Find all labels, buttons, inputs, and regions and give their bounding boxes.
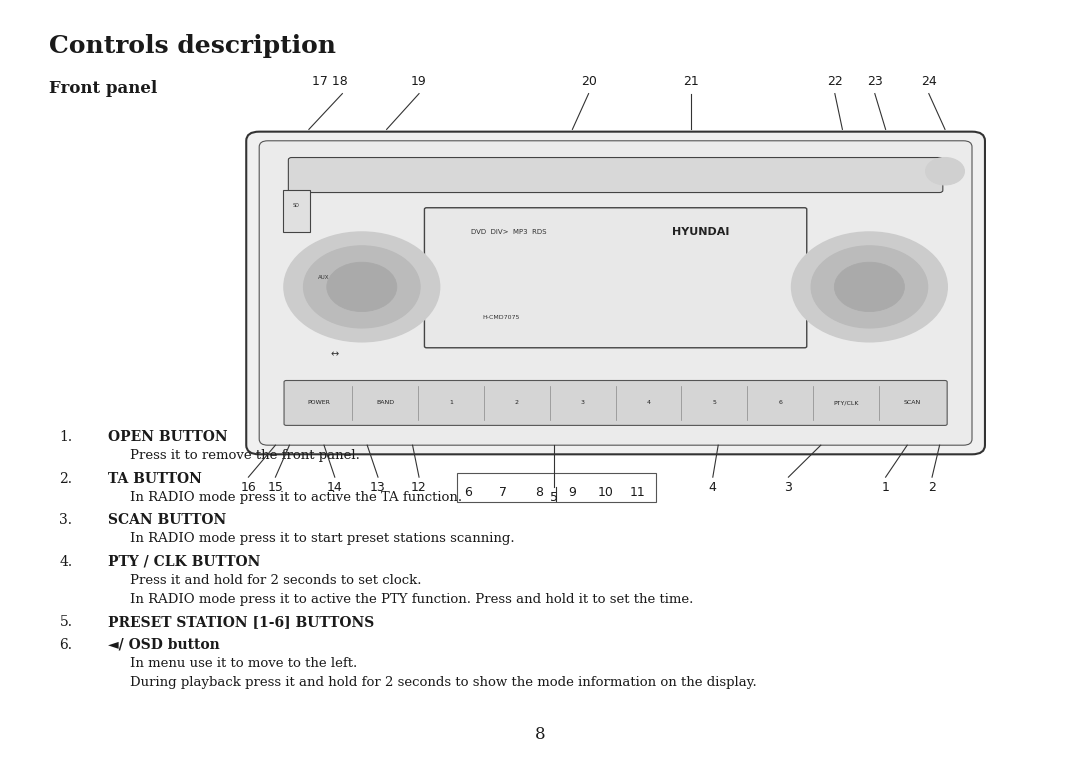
Text: 19: 19	[411, 75, 427, 88]
Text: PTY / CLK BUTTON: PTY / CLK BUTTON	[108, 555, 260, 568]
Circle shape	[327, 263, 396, 311]
Bar	[283, 190, 310, 232]
Text: 1: 1	[881, 481, 890, 494]
Text: AUX: AUX	[319, 275, 329, 280]
Text: 3: 3	[784, 481, 793, 494]
Text: 6: 6	[463, 486, 472, 499]
FancyBboxPatch shape	[246, 132, 985, 454]
Text: 2.: 2.	[59, 472, 72, 486]
Text: PRESET STATION [1-6] BUTTONS: PRESET STATION [1-6] BUTTONS	[108, 615, 375, 629]
Text: In RADIO mode press it to active the TA function.: In RADIO mode press it to active the TA …	[130, 491, 462, 504]
Text: 4: 4	[647, 400, 650, 406]
Text: During playback press it and hold for 2 seconds to show the mode information on : During playback press it and hold for 2 …	[130, 676, 756, 689]
Text: 23: 23	[867, 75, 882, 88]
Text: TA BUTTON: TA BUTTON	[108, 472, 202, 486]
Text: 2: 2	[928, 481, 936, 494]
Text: PTY/CLK: PTY/CLK	[834, 400, 859, 406]
Text: In RADIO mode press it to start preset stations scanning.: In RADIO mode press it to start preset s…	[130, 533, 514, 546]
Text: SD: SD	[293, 203, 300, 208]
Text: 8: 8	[535, 726, 545, 743]
Text: 4: 4	[708, 481, 717, 494]
Text: OPEN BUTTON: OPEN BUTTON	[108, 430, 228, 444]
Text: 13: 13	[370, 481, 386, 494]
Text: DVD  DIV>  MP3  RDS: DVD DIV> MP3 RDS	[471, 229, 546, 235]
Text: 22: 22	[827, 75, 842, 88]
Text: 8: 8	[535, 486, 543, 499]
Text: 6: 6	[779, 400, 782, 406]
Text: 20: 20	[581, 75, 596, 88]
Circle shape	[792, 232, 947, 342]
Text: 5.: 5.	[59, 615, 72, 629]
Text: 15: 15	[268, 481, 283, 494]
Text: 5: 5	[550, 491, 558, 504]
Text: Press it to remove the front panel.: Press it to remove the front panel.	[130, 449, 360, 463]
Text: In menu use it to move to the left.: In menu use it to move to the left.	[130, 658, 356, 670]
Text: 17 18: 17 18	[311, 75, 348, 88]
Circle shape	[926, 158, 964, 185]
FancyBboxPatch shape	[288, 158, 943, 193]
Circle shape	[303, 246, 420, 328]
Text: In RADIO mode press it to active the PTY function. Press and hold it to set the : In RADIO mode press it to active the PTY…	[130, 593, 693, 606]
Text: 24: 24	[921, 75, 936, 88]
Circle shape	[811, 246, 928, 328]
Text: H-CMD7075: H-CMD7075	[483, 315, 521, 320]
Text: ◄/ OSD button: ◄/ OSD button	[108, 638, 219, 651]
Text: 9: 9	[568, 486, 577, 499]
Circle shape	[835, 263, 904, 311]
FancyBboxPatch shape	[284, 380, 947, 425]
Text: POWER: POWER	[308, 400, 330, 406]
Text: Press it and hold for 2 seconds to set clock.: Press it and hold for 2 seconds to set c…	[130, 574, 421, 587]
Circle shape	[284, 232, 440, 342]
FancyBboxPatch shape	[259, 141, 972, 445]
Text: ↔: ↔	[330, 349, 339, 359]
Text: 14: 14	[327, 481, 342, 494]
Text: 21: 21	[684, 75, 699, 88]
Text: 5: 5	[713, 400, 716, 406]
Text: HYUNDAI: HYUNDAI	[673, 227, 730, 237]
Text: Front panel: Front panel	[49, 80, 157, 97]
Text: 3.: 3.	[59, 513, 72, 527]
Text: 1.: 1.	[59, 430, 72, 444]
Text: 2: 2	[515, 400, 518, 406]
Text: SCAN: SCAN	[904, 400, 920, 406]
Text: Controls description: Controls description	[49, 34, 336, 59]
Text: 4.: 4.	[59, 555, 72, 568]
Text: 1: 1	[449, 400, 453, 406]
Text: 6.: 6.	[59, 638, 72, 651]
Text: 3: 3	[581, 400, 584, 406]
Text: SCAN BUTTON: SCAN BUTTON	[108, 513, 226, 527]
Text: BAND: BAND	[376, 400, 394, 406]
Text: 12: 12	[411, 481, 427, 494]
Text: 11: 11	[630, 486, 645, 499]
FancyBboxPatch shape	[424, 208, 807, 348]
Text: 7: 7	[499, 486, 508, 499]
Text: 16: 16	[241, 481, 256, 494]
Text: 10: 10	[598, 486, 613, 499]
